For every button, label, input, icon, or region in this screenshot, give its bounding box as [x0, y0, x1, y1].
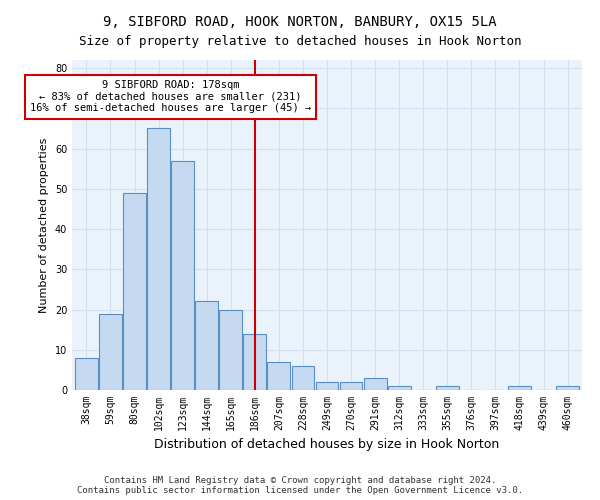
Text: 9, SIBFORD ROAD, HOOK NORTON, BANBURY, OX15 5LA: 9, SIBFORD ROAD, HOOK NORTON, BANBURY, O… [103, 15, 497, 29]
Bar [171, 160, 194, 390]
Text: Contains HM Land Registry data © Crown copyright and database right 2024.
Contai: Contains HM Land Registry data © Crown c… [77, 476, 523, 495]
Text: 9 SIBFORD ROAD: 178sqm
← 83% of detached houses are smaller (231)
16% of semi-de: 9 SIBFORD ROAD: 178sqm ← 83% of detached… [30, 80, 311, 114]
Bar [147, 128, 170, 390]
Bar [316, 382, 338, 390]
Bar [268, 362, 290, 390]
Bar [364, 378, 386, 390]
Bar [195, 302, 218, 390]
Text: Size of property relative to detached houses in Hook Norton: Size of property relative to detached ho… [79, 35, 521, 48]
Bar [220, 310, 242, 390]
Bar [556, 386, 579, 390]
Bar [244, 334, 266, 390]
Bar [340, 382, 362, 390]
Bar [436, 386, 459, 390]
Bar [75, 358, 98, 390]
X-axis label: Distribution of detached houses by size in Hook Norton: Distribution of detached houses by size … [154, 438, 500, 452]
Bar [508, 386, 531, 390]
Bar [292, 366, 314, 390]
Bar [99, 314, 122, 390]
Y-axis label: Number of detached properties: Number of detached properties [39, 138, 49, 312]
Bar [388, 386, 410, 390]
Bar [123, 193, 146, 390]
